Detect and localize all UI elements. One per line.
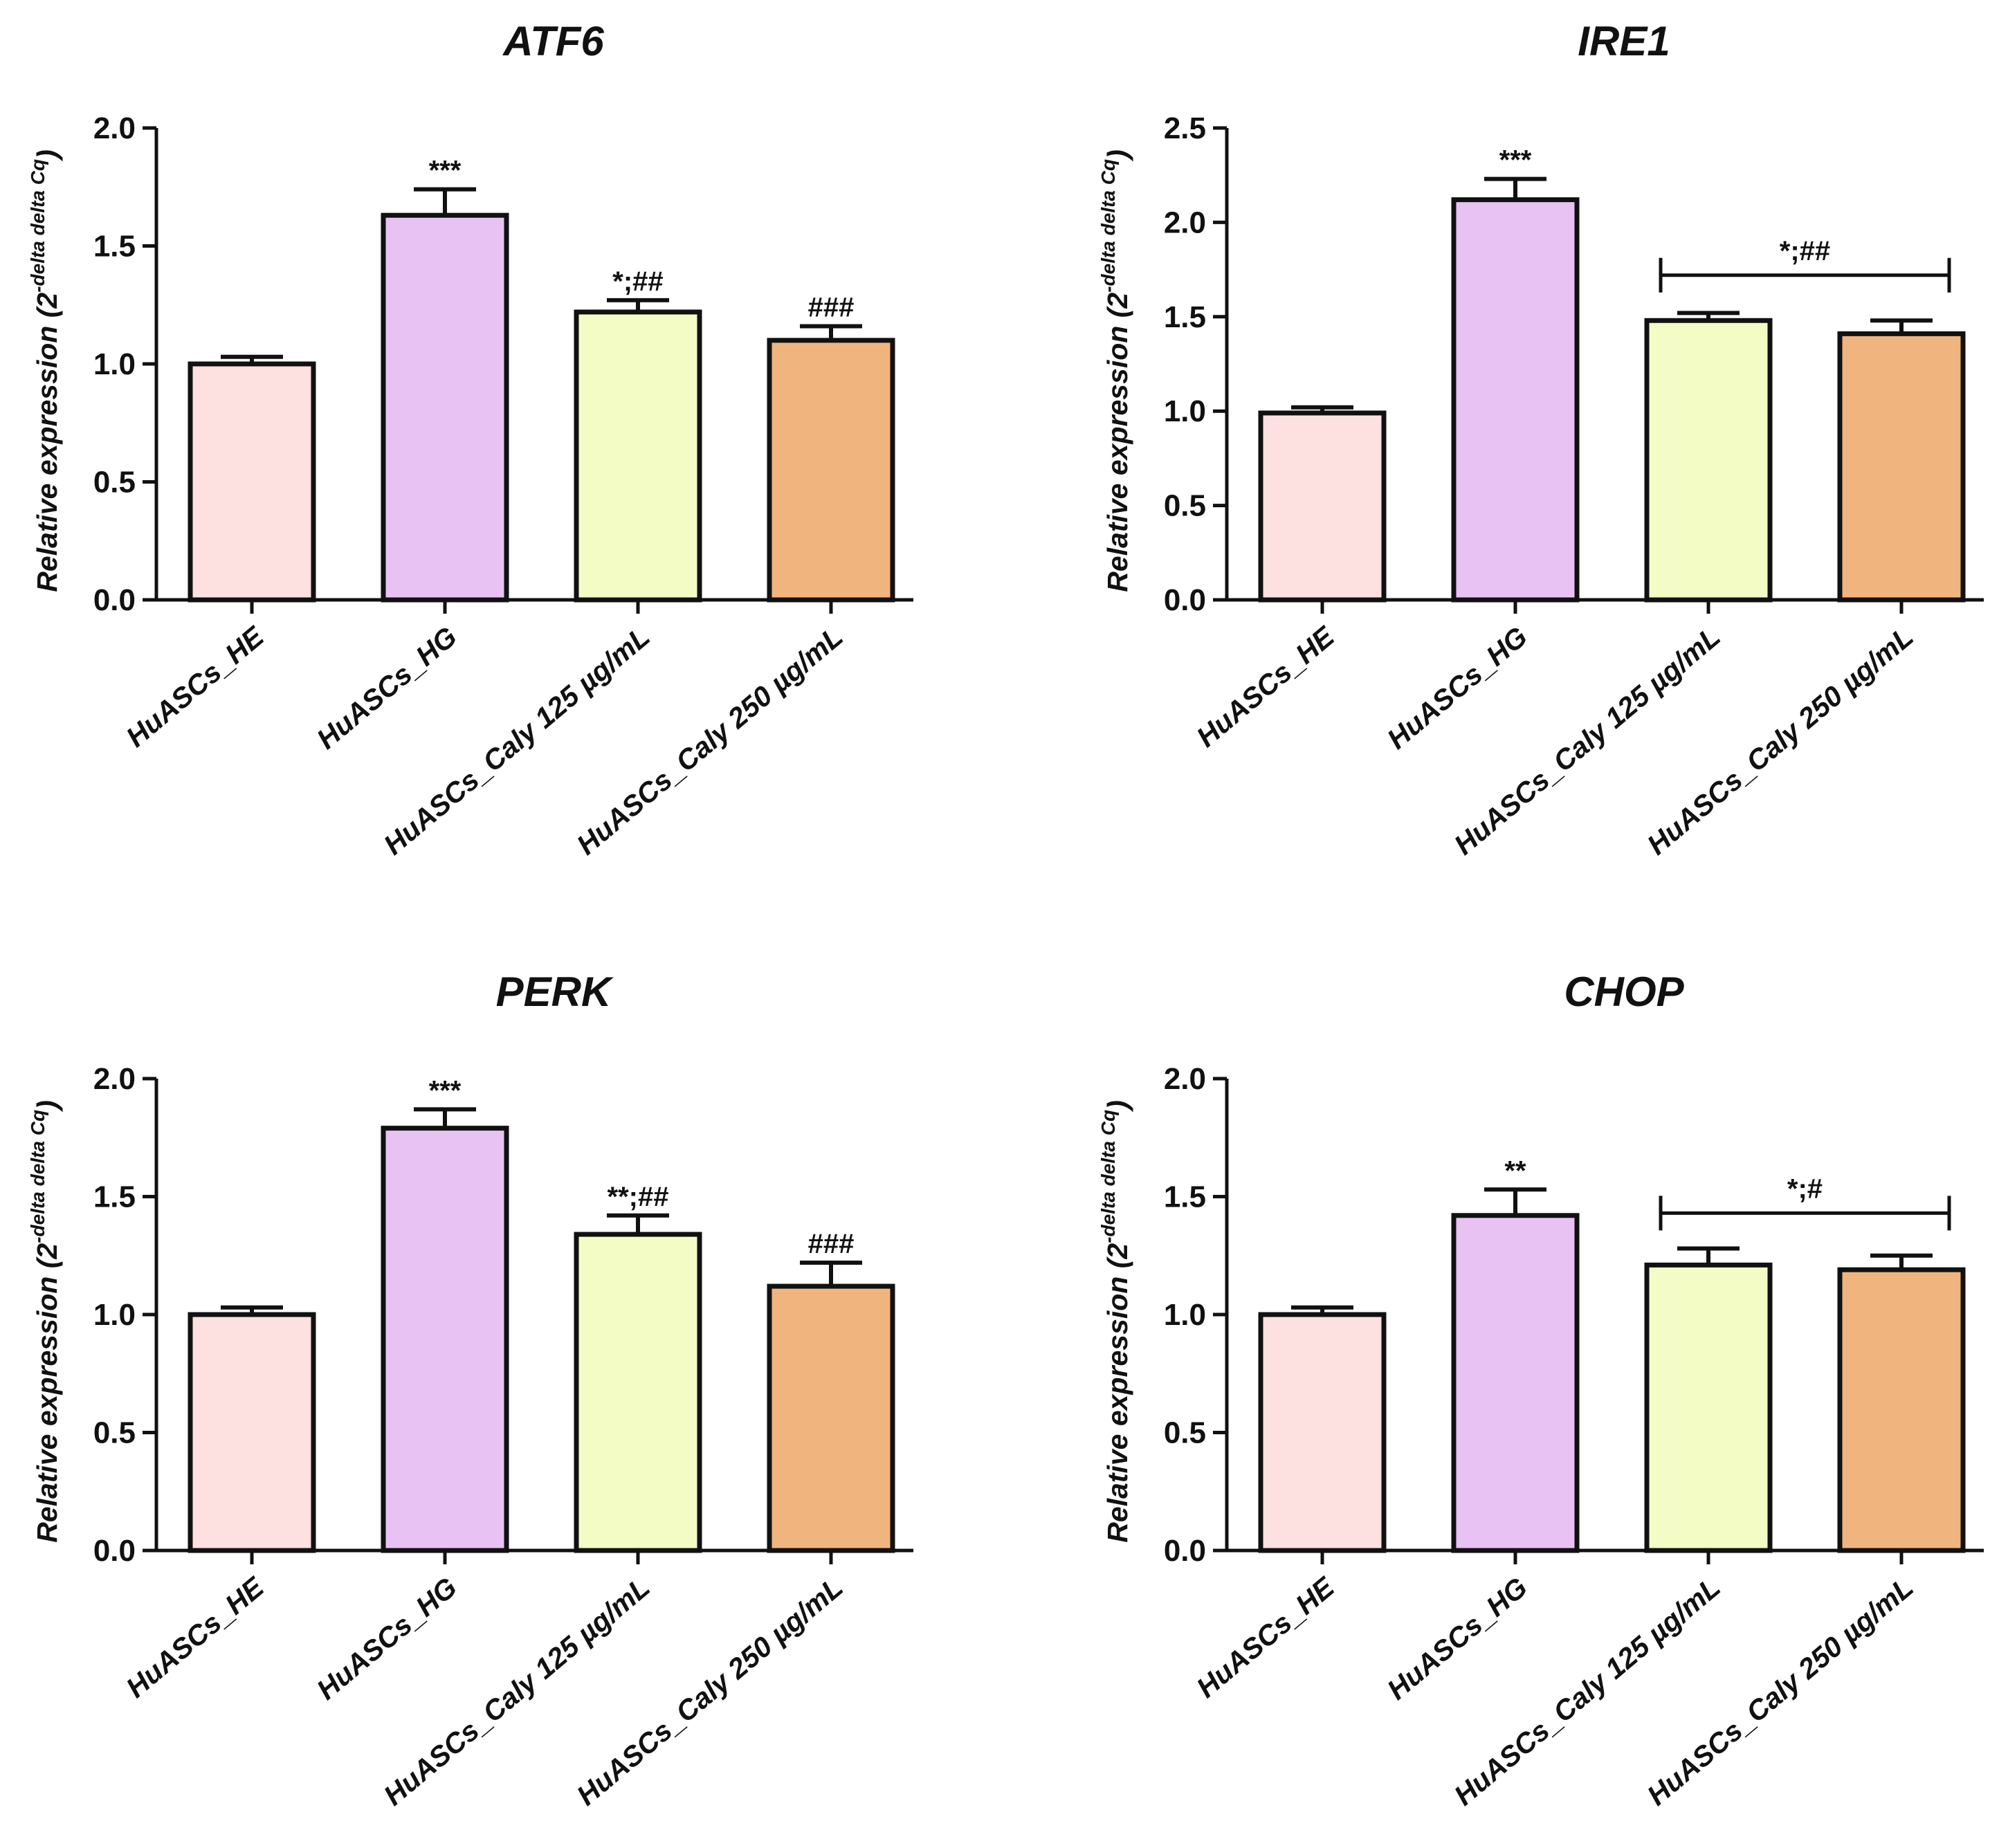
y-axis-title-main: Relative expression (2 <box>1102 1243 1133 1543</box>
significance-label-1: *** <box>1499 145 1532 176</box>
chart-title: ATF6 <box>502 18 604 64</box>
significance-label-3: ### <box>808 1229 855 1259</box>
y-tick-label: 0.0 <box>1164 583 1206 617</box>
x-tick-label: HuASCs_HE <box>120 620 271 753</box>
significance-label-1: ** <box>1504 1155 1526 1186</box>
chart-panel-ire1: IRE1 0.0 0.5 1.0 1.5 2.0 2.5 Relative expressio… <box>1097 18 1984 861</box>
x-tick-label: HuASCs_HE <box>120 1571 271 1704</box>
y-tick-label: 2.0 <box>93 1062 136 1096</box>
bar-0 <box>1258 410 1387 603</box>
bar-1 <box>1451 197 1580 603</box>
bar-0 <box>188 361 316 603</box>
bar-0 <box>188 1312 316 1553</box>
chart-panel-chop: CHOP 0.0 0.5 1.0 1.5 2.0 Relative expression (… <box>1097 969 1984 1811</box>
y-axis-title-main: Relative expression (2 <box>31 1243 63 1543</box>
bar-3 <box>1837 1267 1966 1553</box>
bar-3 <box>767 1283 895 1553</box>
y-tick-label: 0.5 <box>1164 489 1206 523</box>
y-tick-label: 1.0 <box>93 347 136 381</box>
y-tick-label: 2.5 <box>1164 111 1206 145</box>
y-tick-label: 0.5 <box>1164 1416 1206 1450</box>
y-tick-label: 1.5 <box>1164 300 1206 334</box>
x-tick-label: HuASCs_HE <box>1190 620 1341 753</box>
y-axis-title-close: ) <box>31 149 63 162</box>
y-tick-label: 0.5 <box>93 1416 136 1450</box>
bar-2 <box>574 309 702 603</box>
chart-panel-atf6: ATF6 0.0 0.5 1.0 1.5 2.0 Relative expression (… <box>27 18 913 861</box>
y-axis-title: Relative expression (2-delta delta Cq) <box>1097 149 1133 592</box>
y-axis-title-main: Relative expression (2 <box>1102 293 1133 592</box>
bar-1 <box>381 1126 509 1553</box>
x-tick-label: HuASCs_HE <box>1190 1571 1341 1704</box>
y-tick-label: 2.0 <box>1164 205 1206 239</box>
bar-2 <box>1644 1262 1773 1553</box>
y-axis-title-close: ) <box>1102 149 1133 162</box>
y-tick-label: 2.0 <box>1164 1062 1206 1096</box>
y-tick-label: 1.0 <box>1164 394 1206 428</box>
bar-1 <box>381 212 509 603</box>
y-tick-label: 2.0 <box>93 111 136 145</box>
bar-1 <box>1451 1213 1580 1553</box>
y-axis-title: Relative expression (2-delta delta Cq) <box>27 1100 63 1543</box>
significance-label-2: *;## <box>612 266 663 297</box>
bracket-label: *;# <box>1787 1173 1823 1204</box>
significance-label-2: **;## <box>608 1182 669 1212</box>
bracket-label: *;## <box>1780 236 1830 266</box>
significance-label-3: ### <box>808 292 855 322</box>
y-axis-title: Relative expression (2-delta delta Cq) <box>1097 1100 1133 1543</box>
chart-panel-perk: PERK 0.0 0.5 1.0 1.5 2.0 Relative expression (… <box>27 969 913 1811</box>
y-tick-label: 0.0 <box>1164 1534 1206 1568</box>
y-tick-label: 0.5 <box>93 466 136 500</box>
y-tick-label: 1.5 <box>93 1180 136 1214</box>
y-axis-title-superscript: -delta delta Cq <box>1097 1110 1119 1243</box>
y-tick-label: 0.0 <box>93 583 136 617</box>
x-tick-label: HuASCs_HG <box>1381 621 1533 756</box>
significance-label-1: *** <box>429 1075 462 1106</box>
y-axis-title-superscript: -delta delta Cq <box>27 159 48 293</box>
bar-0 <box>1258 1312 1387 1553</box>
y-tick-label: 1.0 <box>93 1298 136 1332</box>
significance-label-1: *** <box>429 156 462 186</box>
y-tick-label: 1.5 <box>93 230 136 264</box>
y-axis-title-close: ) <box>1102 1100 1133 1113</box>
chart-title: PERK <box>496 969 614 1015</box>
y-axis-title-close: ) <box>31 1100 63 1113</box>
y-axis-title-superscript: -delta delta Cq <box>27 1110 48 1243</box>
bar-2 <box>1644 318 1773 603</box>
x-tick-label: HuASCs_HG <box>311 621 463 756</box>
y-tick-label: 0.0 <box>93 1534 136 1568</box>
chart-title: IRE1 <box>1578 18 1670 64</box>
bar-3 <box>1837 331 1966 603</box>
y-tick-label: 1.5 <box>1164 1180 1206 1214</box>
y-axis-title-superscript: -delta delta Cq <box>1097 159 1119 293</box>
chart-title: CHOP <box>1564 969 1684 1015</box>
y-axis-title: Relative expression (2-delta delta Cq) <box>27 149 63 592</box>
bar-2 <box>574 1232 702 1553</box>
y-tick-label: 1.0 <box>1164 1298 1206 1332</box>
bar-3 <box>767 338 895 603</box>
x-tick-label: HuASCs_HG <box>1381 1571 1533 1706</box>
y-axis-title-main: Relative expression (2 <box>31 293 63 592</box>
x-tick-label: HuASCs_HG <box>311 1571 463 1706</box>
